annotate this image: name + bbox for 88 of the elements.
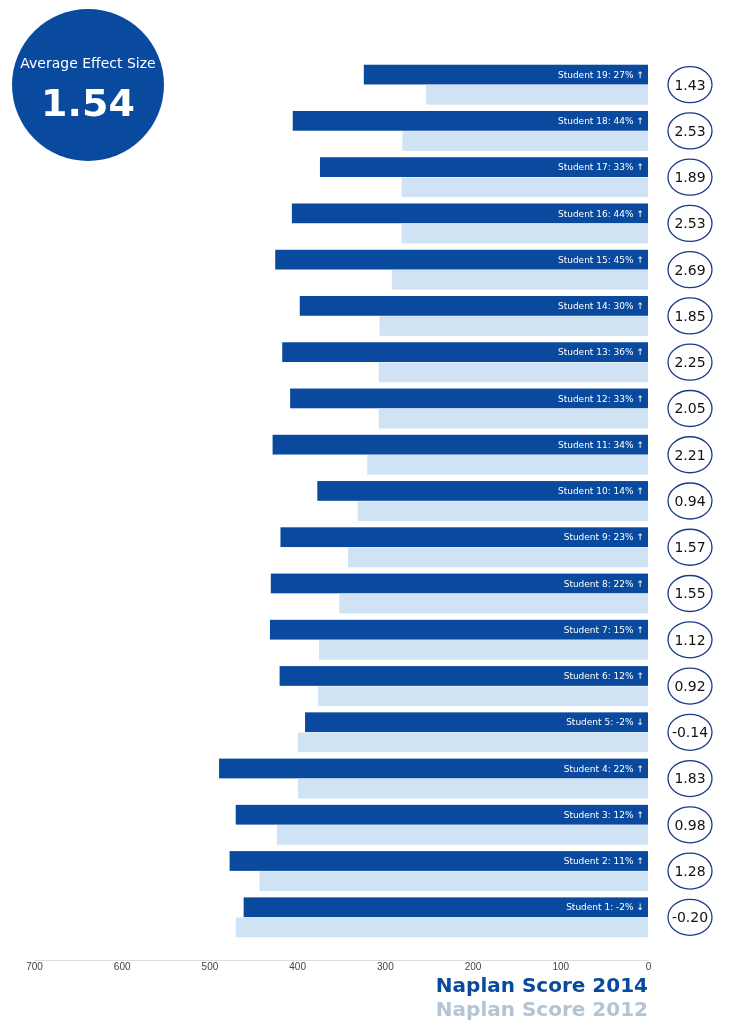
bar	[292, 110, 648, 131]
y-tick-label: Student 11: 34% ↑	[557, 439, 644, 450]
bar	[401, 177, 648, 198]
x-tick-label: 700	[26, 961, 44, 973]
text: Naplan Score 2014	[435, 973, 648, 997]
bar	[319, 639, 648, 660]
x-tick-label: 500	[201, 961, 219, 973]
y-tick-label: Student 12: 33% ↑	[557, 393, 644, 404]
bar	[402, 131, 648, 151]
bar	[275, 249, 648, 270]
x-tick-label: 300	[377, 961, 395, 973]
text: 2.69	[674, 261, 706, 278]
text: -0.14	[671, 724, 709, 741]
annotation: Average Effect Size	[20, 55, 156, 71]
text: 0.92	[674, 677, 706, 694]
bar	[367, 454, 648, 475]
text: 1.28	[674, 862, 706, 879]
text: 2.05	[674, 400, 706, 417]
y-tick-label: Student 17: 33% ↑	[557, 162, 644, 173]
x-tick-label: 600	[113, 961, 131, 973]
x-tick-label: 400	[289, 961, 307, 973]
bar	[298, 732, 648, 753]
bar	[319, 157, 648, 177]
text: 1.43	[674, 76, 706, 93]
bar	[339, 593, 648, 614]
text: 2.53	[674, 122, 706, 139]
y-tick-label: Student 8: 22% ↑	[563, 578, 644, 589]
bar	[401, 223, 648, 244]
bar	[279, 666, 648, 686]
y-tick-label: Student 2: 11% ↑	[563, 856, 644, 867]
text: 0.94	[674, 492, 706, 509]
bar	[219, 758, 648, 779]
y-tick-label: Student 16: 44% ↑	[557, 208, 644, 219]
bar	[426, 84, 648, 105]
bar	[299, 296, 648, 316]
bar	[276, 825, 648, 845]
bar	[378, 362, 648, 383]
bar	[269, 619, 648, 640]
text: 1.55	[674, 585, 706, 602]
bar	[270, 573, 648, 594]
y-tick-label: Student 18: 44% ↑	[557, 116, 644, 126]
bar	[305, 712, 648, 733]
text: 2.53	[674, 215, 706, 232]
bar	[291, 203, 648, 224]
bar	[363, 64, 648, 85]
y-tick-label: Student 9: 23% ↑	[563, 532, 644, 543]
bar	[229, 851, 648, 871]
text: Naplan Score 2012	[435, 997, 648, 1021]
x-tick-label: 100	[552, 961, 570, 973]
y-tick-label: Student 15: 45% ↑	[557, 254, 644, 265]
text: 0.98	[674, 816, 706, 833]
x-tick-label: 200	[464, 961, 482, 973]
annotation: 1.54	[41, 81, 135, 125]
bar	[318, 686, 648, 706]
y-tick-label: Student 4: 22% ↑	[563, 763, 644, 774]
bar	[378, 408, 648, 429]
bar	[298, 778, 648, 799]
text: 1.12	[674, 631, 706, 648]
bar	[391, 269, 648, 290]
y-tick-label: Student 6: 12% ↑	[563, 671, 644, 682]
y-tick-label: Student 7: 15% ↑	[563, 624, 644, 635]
text: 1.57	[674, 539, 706, 556]
bar	[348, 547, 648, 568]
text: -0.20	[671, 909, 709, 926]
bar	[317, 481, 648, 501]
y-tick-label: Student 13: 36% ↑	[557, 347, 644, 358]
bar	[280, 527, 648, 548]
bar	[379, 316, 648, 336]
bar	[243, 897, 648, 918]
x-tick-label: 0	[645, 961, 652, 973]
bar	[290, 388, 648, 409]
y-tick-label: Student 3: 12% ↑	[563, 809, 644, 820]
bar	[282, 342, 648, 363]
bar	[259, 871, 648, 892]
bar	[272, 434, 648, 455]
text: 1.83	[674, 770, 706, 787]
text: 1.89	[674, 169, 706, 186]
text: 1.85	[674, 307, 706, 324]
bar	[235, 804, 648, 825]
y-tick-label: Student 1: -2% ↓	[566, 902, 644, 913]
bar	[357, 501, 648, 521]
bar	[235, 917, 648, 938]
y-tick-label: Student 10: 14% ↑	[557, 486, 644, 497]
y-tick-label: Student 19: 27% ↑	[557, 69, 644, 80]
y-tick-label: Student 14: 30% ↑	[557, 301, 644, 312]
text: 2.21	[674, 446, 706, 463]
text: 2.25	[674, 354, 706, 371]
y-tick-label: Student 5: -2% ↓	[566, 717, 644, 728]
